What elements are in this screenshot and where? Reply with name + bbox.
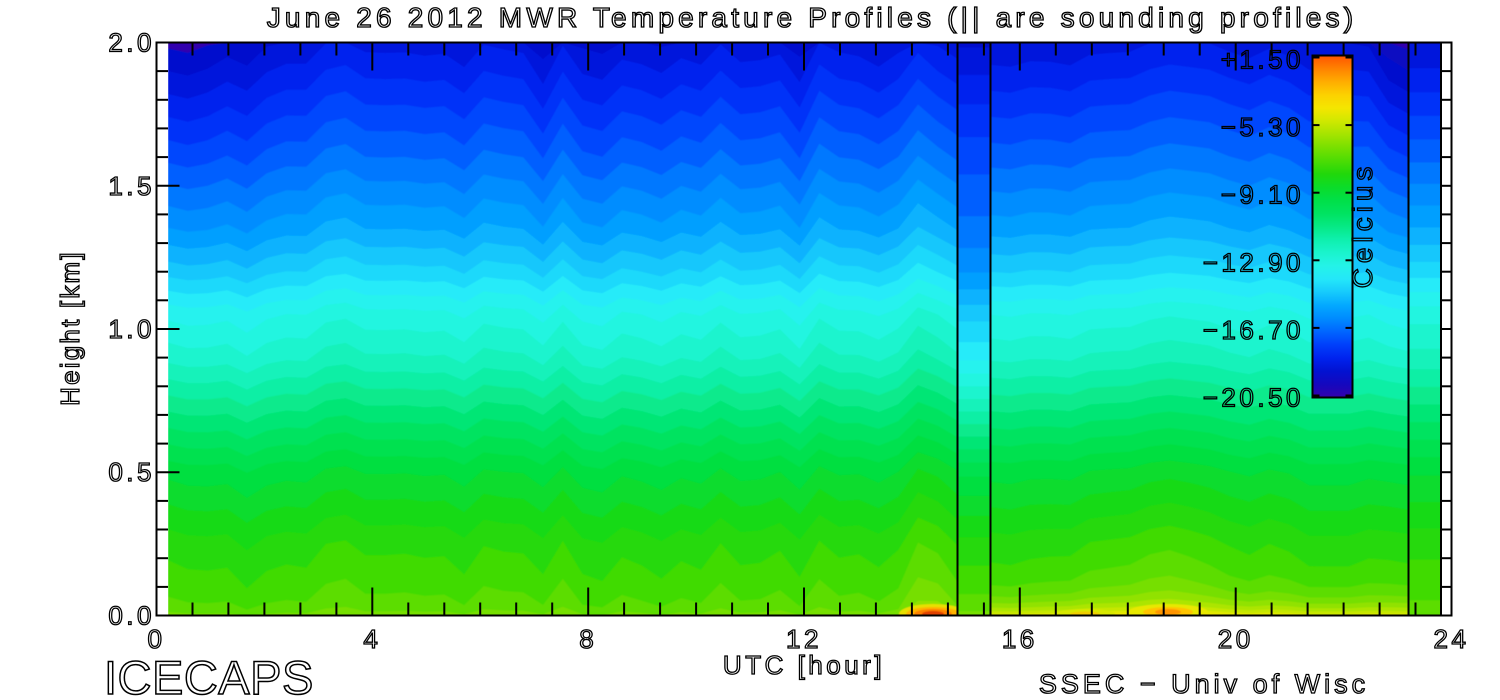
svg-text:−20.50: −20.50 [1203,383,1304,413]
svg-text:20: 20 [1218,624,1254,654]
svg-text:4: 4 [363,624,381,654]
svg-text:0: 0 [148,624,166,654]
svg-text:−16.70: −16.70 [1203,315,1304,345]
svg-text:1.0: 1.0 [108,314,155,344]
svg-text:0.0: 0.0 [108,601,155,631]
svg-text:UTC [hour]: UTC [hour] [723,650,885,680]
svg-text:2.0: 2.0 [108,28,155,58]
svg-text:12: 12 [786,624,822,654]
svg-text:+1.50: +1.50 [1221,45,1304,75]
svg-text:−5.30: −5.30 [1221,112,1304,142]
svg-text:8: 8 [579,624,597,654]
svg-text:ICECAPS: ICECAPS [104,651,314,700]
svg-text:Celcius: Celcius [1347,162,1378,289]
svg-text:June 26 2012 MWR Temperature P: June 26 2012 MWR Temperature Profiles (|… [267,2,1358,33]
svg-text:−12.90: −12.90 [1203,247,1304,277]
svg-text:SSEC − Univ of Wisc: SSEC − Univ of Wisc [1039,669,1369,699]
svg-text:16: 16 [1002,624,1038,654]
svg-text:Height [km]: Height [km] [55,250,85,406]
svg-text:1.5: 1.5 [108,171,155,201]
svg-text:0.5: 0.5 [108,457,155,487]
svg-text:−9.10: −9.10 [1221,180,1304,210]
svg-text:24: 24 [1434,624,1470,654]
